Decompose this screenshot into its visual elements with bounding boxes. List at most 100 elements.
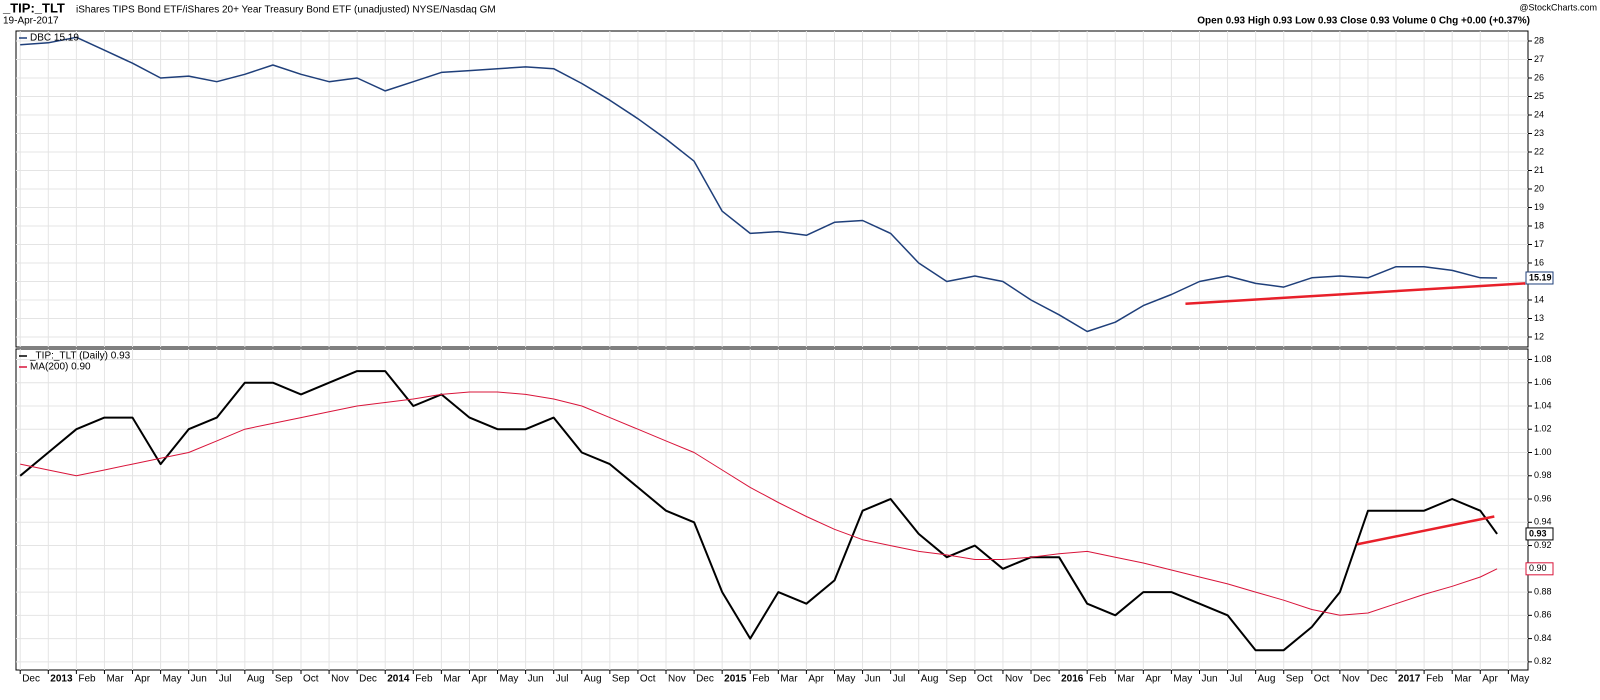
y-tick-label: 1.04 <box>1534 400 1552 410</box>
y-tick-label: 1.02 <box>1534 424 1552 434</box>
y-tick-label: 0.82 <box>1534 656 1552 666</box>
last-value-box <box>1525 562 1554 576</box>
x-tick-label: Feb <box>1426 674 1444 685</box>
x-tick-label: 2017 <box>1398 674 1421 685</box>
y-tick-label: 18 <box>1534 220 1544 230</box>
x-tick-label: Jun <box>1201 674 1217 685</box>
legend-label: DBC 15.19 <box>30 33 79 44</box>
x-tick-label: Nov <box>1005 674 1023 685</box>
x-tick-label: 2013 <box>50 674 73 685</box>
x-tick-label: Mar <box>443 674 461 685</box>
x-tick-label: Aug <box>247 674 265 685</box>
x-tick-label: Feb <box>415 674 433 685</box>
x-tick-label: Oct <box>977 674 993 685</box>
price-line <box>20 391 1498 616</box>
x-tick-label: Apr <box>1482 674 1498 685</box>
y-tick-label: 20 <box>1534 183 1544 193</box>
x-tick-label: Dec <box>1370 674 1388 685</box>
y-tick-label: 17 <box>1534 239 1544 249</box>
y-tick-label: 22 <box>1534 146 1544 156</box>
last-value-label: 0.93 <box>1529 528 1547 538</box>
y-tick-label: 21 <box>1534 165 1544 175</box>
y-tick-label: 1.06 <box>1534 377 1552 387</box>
x-tick-label: Jun <box>191 674 207 685</box>
last-value-box <box>1525 527 1554 541</box>
x-tick-label: Feb <box>78 674 96 685</box>
last-value-label: 0.90 <box>1529 563 1547 573</box>
x-tick-label: Feb <box>752 674 770 685</box>
x-tick-label: Jul <box>219 674 232 685</box>
x-tick-label: Aug <box>1258 674 1276 685</box>
x-tick-label: May <box>1510 674 1529 685</box>
y-tick-label: 0.94 <box>1534 517 1552 527</box>
y-tick-label: 0.96 <box>1534 493 1552 503</box>
symbol: _TIP:_TLT <box>2 0 65 15</box>
y-tick-label: 13 <box>1534 313 1544 323</box>
x-tick-label: Jul <box>1230 674 1243 685</box>
y-tick-label: 23 <box>1534 128 1544 138</box>
y-tick-label: 24 <box>1534 109 1544 119</box>
date: 19-Apr-2017 <box>3 16 59 27</box>
trendline <box>1356 515 1495 546</box>
description: iShares TIPS Bond ETF/iShares 20+ Year T… <box>76 5 496 16</box>
y-tick-label: 0.88 <box>1534 586 1552 596</box>
x-tick-label: Sep <box>275 674 293 685</box>
y-tick-label: 25 <box>1534 91 1544 101</box>
y-tick-label: 14 <box>1534 294 1544 304</box>
legend-label: MA(200) 0.90 <box>30 362 91 373</box>
x-tick-label: Nov <box>668 674 686 685</box>
x-tick-label: Oct <box>640 674 656 685</box>
x-tick-label: Dec <box>696 674 714 685</box>
x-tick-label: May <box>500 674 519 685</box>
x-tick-label: Jul <box>556 674 569 685</box>
x-tick-label: Oct <box>303 674 319 685</box>
x-tick-label: May <box>163 674 182 685</box>
x-tick-label: Nov <box>331 674 349 685</box>
y-tick-label: 0.84 <box>1534 633 1552 643</box>
x-tick-label: Dec <box>359 674 377 685</box>
x-tick-label: Jul <box>893 674 906 685</box>
y-tick-label: 1.00 <box>1534 447 1552 457</box>
x-tick-label: 2016 <box>1061 674 1084 685</box>
x-tick-label: Apr <box>471 674 487 685</box>
x-tick-label: Mar <box>780 674 798 685</box>
x-tick-label: May <box>836 674 855 685</box>
x-tick-label: Feb <box>1089 674 1107 685</box>
y-tick-label: 0.86 <box>1534 610 1552 620</box>
x-tick-label: Jun <box>528 674 544 685</box>
price-line <box>19 370 1498 652</box>
x-tick-label: Aug <box>921 674 939 685</box>
y-tick-label: 1.08 <box>1534 354 1552 364</box>
last-value-box <box>1525 271 1554 285</box>
y-tick-label: 0.98 <box>1534 470 1552 480</box>
x-tick-label: Sep <box>949 674 967 685</box>
x-tick-label: Dec <box>22 674 40 685</box>
x-tick-label: Dec <box>1033 674 1051 685</box>
price-line <box>20 36 1498 333</box>
x-tick-label: Aug <box>584 674 602 685</box>
quote: Open 0.93 High 0.93 Low 0.93 Close 0.93 … <box>1197 16 1530 27</box>
x-tick-label: 2014 <box>387 674 410 685</box>
y-tick-label: 19 <box>1534 202 1544 212</box>
y-tick-label: 28 <box>1534 35 1544 45</box>
x-tick-label: Nov <box>1342 674 1360 685</box>
x-tick-label: Oct <box>1314 674 1330 685</box>
x-tick-label: May <box>1173 674 1192 685</box>
brand: @StockCharts.com <box>1519 2 1597 12</box>
trendline <box>1185 282 1526 305</box>
x-tick-label: Mar <box>1454 674 1472 685</box>
x-tick-label: Sep <box>1286 674 1304 685</box>
y-tick-label: 12 <box>1534 331 1544 341</box>
y-tick-label: 26 <box>1534 72 1544 82</box>
legend-label: _TIP:_TLT (Daily) 0.93 <box>29 351 131 362</box>
x-tick-label: Apr <box>1145 674 1161 685</box>
y-tick-label: 16 <box>1534 257 1544 267</box>
panel <box>15 348 1529 671</box>
x-tick-label: Mar <box>106 674 124 685</box>
y-tick-label: 0.92 <box>1534 540 1552 550</box>
x-tick-label: Mar <box>1117 674 1135 685</box>
x-tick-label: Sep <box>612 674 630 685</box>
x-tick-label: Apr <box>808 674 824 685</box>
x-tick-label: Apr <box>135 674 151 685</box>
